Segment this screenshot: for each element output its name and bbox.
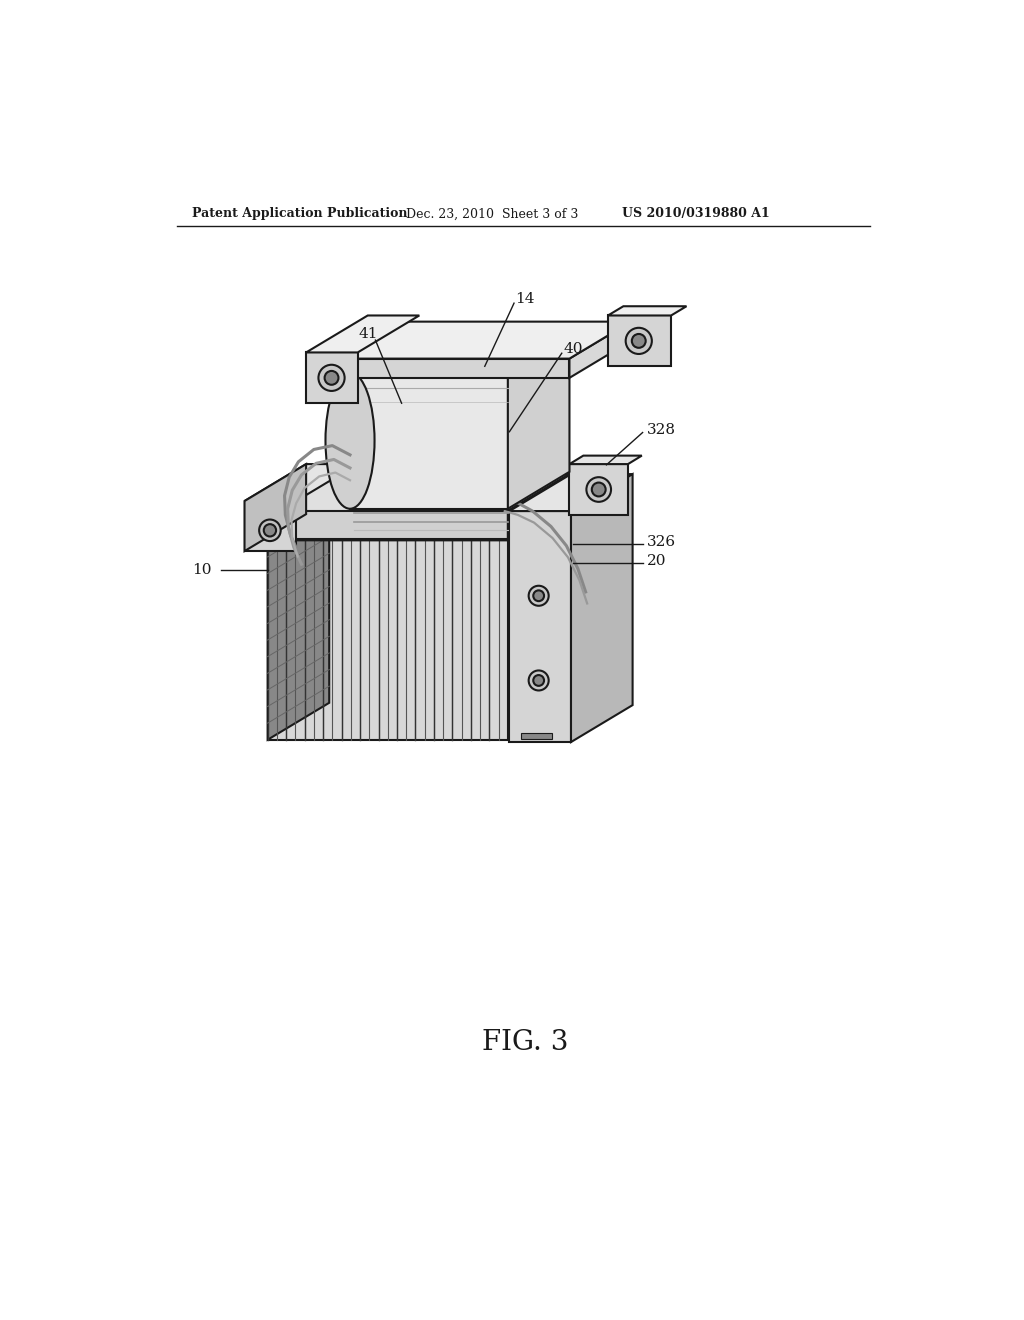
Circle shape — [626, 327, 652, 354]
Text: Patent Application Publication: Patent Application Publication — [193, 207, 408, 220]
Polygon shape — [267, 474, 569, 511]
Polygon shape — [571, 474, 633, 742]
Polygon shape — [267, 503, 330, 739]
Polygon shape — [608, 306, 686, 315]
Text: FIG. 3: FIG. 3 — [481, 1028, 568, 1056]
Polygon shape — [245, 465, 357, 502]
Polygon shape — [245, 502, 296, 552]
Text: 328: 328 — [646, 424, 676, 437]
Text: 14: 14 — [515, 292, 536, 306]
Polygon shape — [569, 322, 631, 378]
Text: 10: 10 — [191, 564, 211, 577]
Text: US 2010/0319880 A1: US 2010/0319880 A1 — [622, 207, 770, 220]
Circle shape — [587, 477, 611, 502]
Text: 20: 20 — [646, 554, 666, 568]
Text: 326: 326 — [646, 535, 676, 549]
Circle shape — [259, 520, 281, 541]
Polygon shape — [245, 465, 306, 552]
Circle shape — [528, 671, 549, 690]
Ellipse shape — [326, 372, 375, 508]
Circle shape — [264, 524, 276, 536]
Polygon shape — [350, 372, 508, 508]
Polygon shape — [331, 359, 569, 378]
Circle shape — [632, 334, 646, 348]
Circle shape — [528, 586, 549, 606]
Text: 40: 40 — [563, 342, 583, 356]
Polygon shape — [267, 540, 508, 739]
Text: Dec. 23, 2010  Sheet 3 of 3: Dec. 23, 2010 Sheet 3 of 3 — [407, 207, 579, 220]
Circle shape — [534, 590, 544, 601]
Polygon shape — [509, 474, 633, 511]
Polygon shape — [306, 352, 357, 404]
Circle shape — [318, 364, 345, 391]
Circle shape — [534, 675, 544, 686]
Polygon shape — [569, 465, 628, 515]
Polygon shape — [508, 335, 569, 508]
Polygon shape — [267, 503, 569, 540]
Polygon shape — [331, 322, 631, 359]
Text: 41: 41 — [358, 327, 378, 341]
Circle shape — [592, 483, 605, 496]
Polygon shape — [569, 455, 642, 465]
Polygon shape — [608, 315, 671, 367]
Polygon shape — [509, 511, 571, 742]
Polygon shape — [306, 315, 419, 352]
Circle shape — [325, 371, 339, 385]
Polygon shape — [267, 511, 508, 539]
Polygon shape — [521, 733, 552, 739]
Polygon shape — [508, 474, 569, 539]
